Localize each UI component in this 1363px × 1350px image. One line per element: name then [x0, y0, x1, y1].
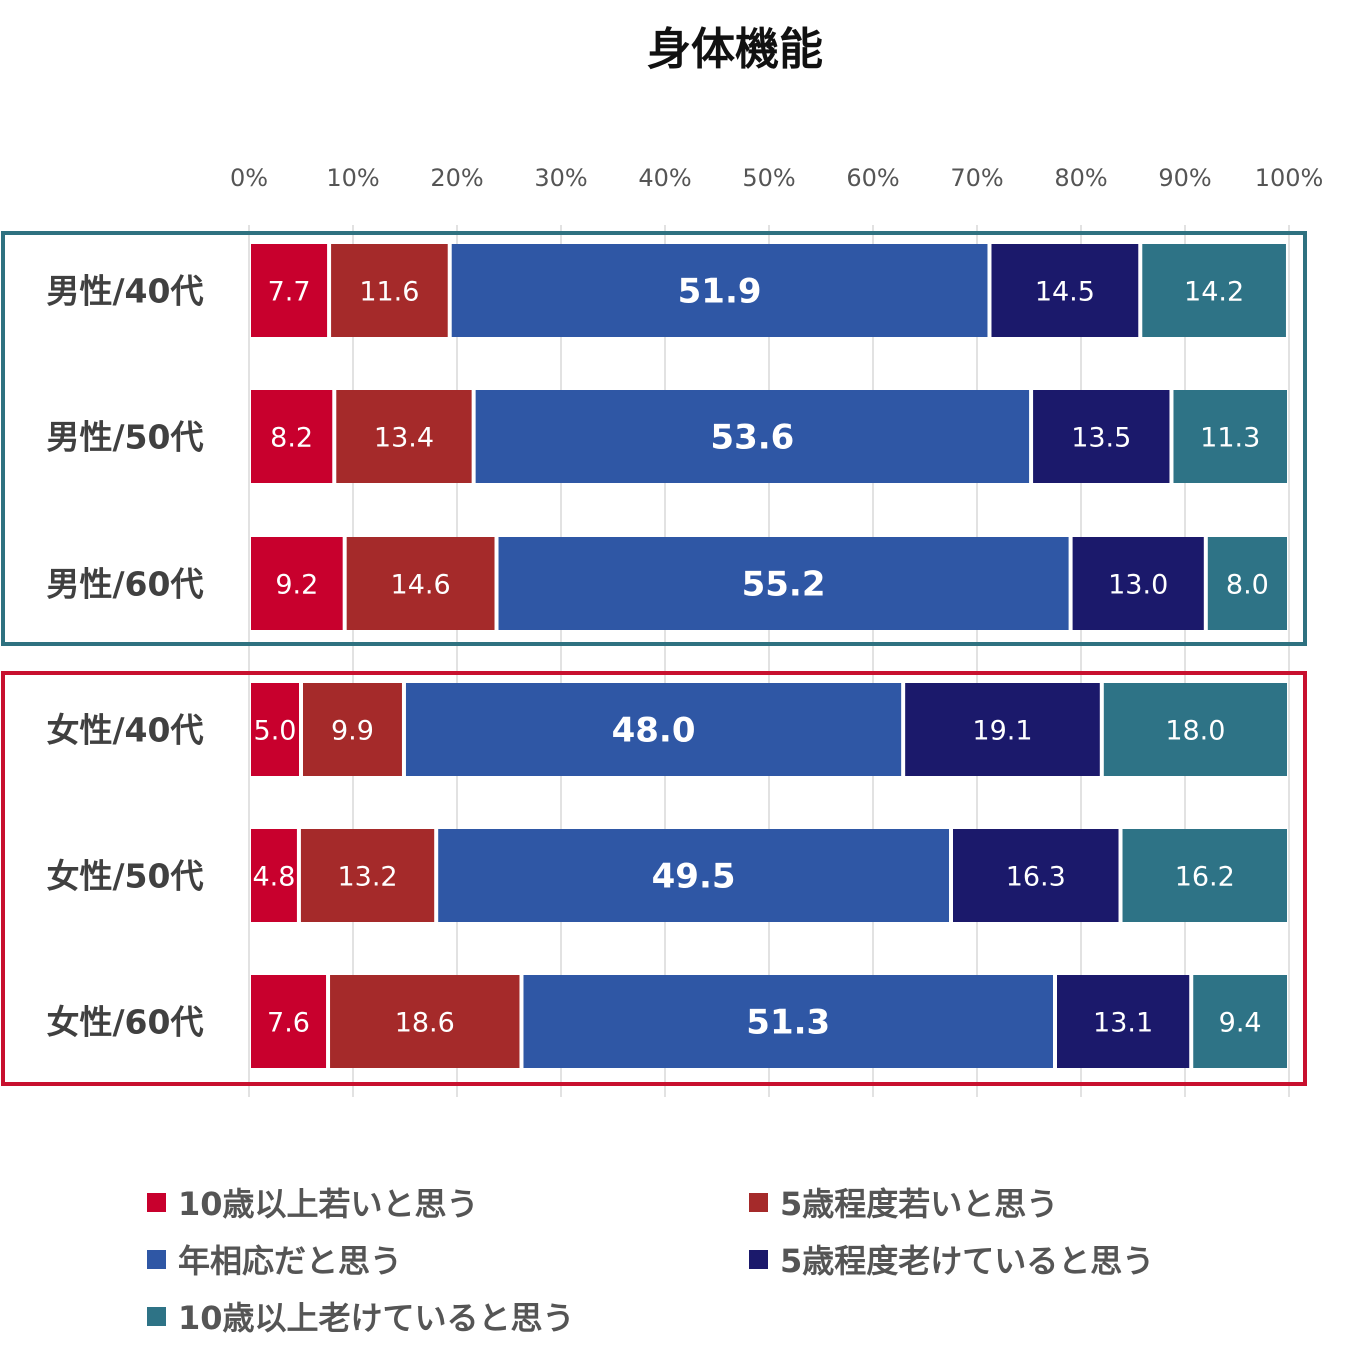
row-label-0: 男性/40代 [47, 272, 204, 311]
bar-segment-1-3 [1033, 390, 1170, 483]
data-label-4-4: 16.2 [1175, 862, 1235, 893]
bar-segment-4-4 [1122, 829, 1287, 922]
data-label-1-2: 53.6 [710, 418, 794, 458]
data-label-1-0: 8.2 [270, 423, 313, 454]
bar-segment-5-4 [1193, 975, 1287, 1068]
legend-swatch-1 [749, 1193, 768, 1212]
bar-segment-4-2 [438, 829, 949, 922]
bar-segment-3-4 [1103, 683, 1287, 776]
chart-title: 身体機能 [647, 24, 823, 75]
data-label-3-3: 19.1 [972, 716, 1032, 747]
data-label-3-2: 48.0 [612, 711, 696, 751]
data-label-2-1: 14.6 [391, 570, 451, 601]
data-label-0-0: 7.7 [268, 277, 311, 308]
row-label-5: 女性/60代 [47, 1003, 204, 1042]
data-label-5-0: 7.6 [267, 1008, 310, 1039]
row-label-4: 女性/50代 [47, 857, 204, 896]
data-label-4-2: 49.5 [652, 857, 736, 897]
bar-segment-1-2 [475, 390, 1030, 483]
bar-segment-4-3 [953, 829, 1119, 922]
bar-segment-0-2 [451, 244, 988, 337]
legend-swatch-2 [147, 1250, 166, 1269]
data-label-0-4: 14.2 [1184, 277, 1244, 308]
x-tick-label-0: 0% [230, 164, 268, 192]
legend-label-2: 年相応だと思う [178, 1242, 402, 1280]
data-label-0-1: 11.6 [359, 277, 419, 308]
data-label-3-4: 18.0 [1165, 716, 1225, 747]
bar-segment-4-0 [251, 829, 297, 922]
bar-segment-2-1 [346, 537, 495, 630]
bar-segment-1-0 [251, 390, 333, 483]
bar-segment-1-1 [336, 390, 472, 483]
data-label-5-3: 13.1 [1093, 1008, 1153, 1039]
data-label-0-2: 51.9 [678, 272, 762, 312]
data-label-5-1: 18.6 [395, 1008, 455, 1039]
x-tick-label-7: 70% [950, 164, 1003, 192]
bar-segment-2-3 [1072, 537, 1204, 630]
data-label-3-0: 5.0 [254, 716, 297, 747]
data-label-0-3: 14.5 [1035, 277, 1095, 308]
bar-segment-4-1 [300, 829, 435, 922]
data-label-1-3: 13.5 [1071, 423, 1131, 454]
row-label-2: 男性/60代 [47, 565, 204, 604]
x-tick-label-9: 90% [1158, 164, 1211, 192]
row-label-1: 男性/50代 [47, 418, 204, 457]
bar-segment-0-1 [331, 244, 448, 337]
bar-segment-2-2 [498, 537, 1069, 630]
bar-segment-3-1 [303, 683, 402, 776]
legend-label-3: 5歳程度老けていると思う [780, 1242, 1154, 1280]
bar-segment-5-3 [1057, 975, 1190, 1068]
x-tick-label-10: 100% [1255, 164, 1324, 192]
data-label-2-4: 8.0 [1226, 570, 1269, 601]
group-frame-1 [1, 671, 1307, 1086]
row-label-3: 女性/40代 [47, 711, 204, 750]
x-tick-label-8: 80% [1054, 164, 1107, 192]
data-label-2-3: 13.0 [1108, 570, 1168, 601]
bar-segment-2-0 [251, 537, 343, 630]
bar-segment-5-2 [523, 975, 1053, 1068]
x-tick-label-5: 50% [742, 164, 795, 192]
bar-segment-3-3 [905, 683, 1100, 776]
data-label-2-2: 55.2 [742, 565, 826, 605]
data-label-5-4: 9.4 [1219, 1008, 1262, 1039]
bar-segment-2-4 [1207, 537, 1287, 630]
data-label-4-1: 13.2 [337, 862, 397, 893]
x-tick-label-3: 30% [534, 164, 587, 192]
group-frame-0 [1, 231, 1307, 646]
data-label-1-1: 13.4 [374, 423, 434, 454]
x-tick-label-1: 10% [326, 164, 379, 192]
bar-segment-0-0 [251, 244, 328, 337]
data-label-5-2: 51.3 [746, 1003, 830, 1043]
legend-swatch-0 [147, 1193, 166, 1212]
data-label-1-4: 11.3 [1200, 423, 1260, 454]
bar-segment-3-2 [405, 683, 902, 776]
data-label-2-0: 9.2 [275, 570, 318, 601]
bar-segment-1-4 [1173, 390, 1287, 483]
x-tick-label-6: 60% [846, 164, 899, 192]
data-label-4-0: 4.8 [252, 862, 295, 893]
legend-swatch-3 [749, 1250, 768, 1269]
bar-segment-5-1 [330, 975, 520, 1068]
legend-label-0: 10歳以上若いと思う [178, 1185, 479, 1223]
legend-swatch-4 [147, 1307, 166, 1326]
data-label-4-3: 16.3 [1006, 862, 1066, 893]
data-label-3-1: 9.9 [331, 716, 374, 747]
bar-segment-0-4 [1142, 244, 1286, 337]
bar-segment-5-0 [251, 975, 327, 1068]
legend-label-4: 10歳以上老けていると思う [178, 1299, 575, 1337]
bar-segment-3-0 [251, 683, 299, 776]
bar-segment-0-3 [991, 244, 1139, 337]
x-tick-label-2: 20% [430, 164, 483, 192]
x-tick-label-4: 40% [638, 164, 691, 192]
legend-label-1: 5歳程度若いと思う [780, 1185, 1058, 1223]
